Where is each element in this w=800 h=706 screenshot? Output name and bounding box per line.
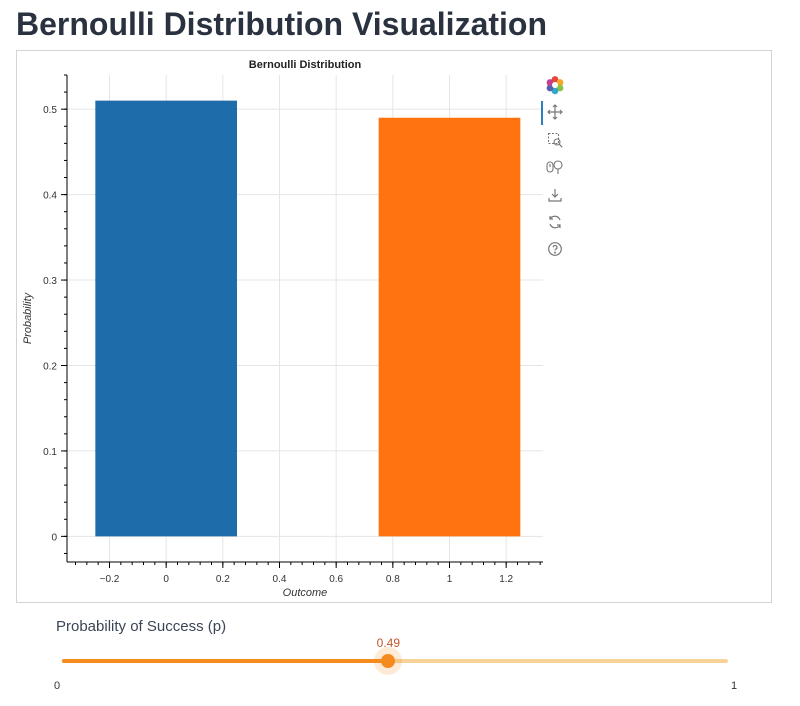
x-axis-label: Outcome	[283, 587, 328, 599]
bar-outcome-0	[95, 100, 237, 537]
y-tick-label: 0.5	[43, 105, 57, 116]
pan-icon[interactable]	[541, 100, 567, 125]
slider-label: Probability of Success (p)	[56, 618, 227, 635]
slider-thumb[interactable]	[381, 654, 396, 668]
y-tick-label: 0.3	[43, 276, 57, 287]
help-icon[interactable]	[543, 237, 567, 261]
probability-slider[interactable]: Probability of Success (p) 0.49 0 1	[0, 610, 800, 706]
y-tick-label: 0.2	[43, 361, 57, 372]
x-tick-label: 0.4	[273, 574, 287, 585]
bokeh-logo-icon[interactable]	[543, 73, 567, 97]
slider-fill	[62, 659, 389, 663]
slider-min-label: 0	[54, 680, 61, 692]
x-tick-label: 1	[447, 574, 453, 585]
x-tick-label: 0	[163, 574, 169, 585]
slider-value: 0.49	[376, 636, 401, 650]
y-tick-label: 0.4	[43, 191, 57, 202]
x-tick-label: −0.2	[100, 574, 120, 585]
x-tick-label: 0.2	[216, 574, 230, 585]
x-tick-label: 0.8	[386, 574, 400, 585]
wheel-zoom-icon[interactable]	[543, 155, 567, 179]
bar-outcome-1	[378, 117, 521, 537]
slider-max-label: 1	[731, 680, 738, 692]
x-tick-label: 0.6	[329, 574, 343, 585]
y-tick-label: 0.1	[43, 447, 57, 458]
save-icon[interactable]	[543, 183, 567, 207]
chart-title: Bernoulli Distribution	[249, 59, 362, 71]
page-title: Bernoulli Distribution Visualization	[16, 6, 547, 42]
box-zoom-icon[interactable]	[543, 128, 567, 152]
reset-icon[interactable]	[543, 210, 567, 234]
plot-panel[interactable]: −0.2 0 0.2 0.4 0.6 0.8 1 1.2 0 0.1 0.2 0.3 0.4 0.5 Ber…	[16, 50, 772, 603]
x-tick-label: 1.2	[499, 574, 513, 585]
y-tick-label: 0	[51, 532, 57, 543]
bar-chart[interactable]: −0.2 0 0.2 0.4 0.6 0.8 1 1.2 0 0.1 0.2 0.3 0.4 0.5 Ber…	[17, 51, 771, 602]
y-axis-label: Probability	[22, 291, 34, 344]
